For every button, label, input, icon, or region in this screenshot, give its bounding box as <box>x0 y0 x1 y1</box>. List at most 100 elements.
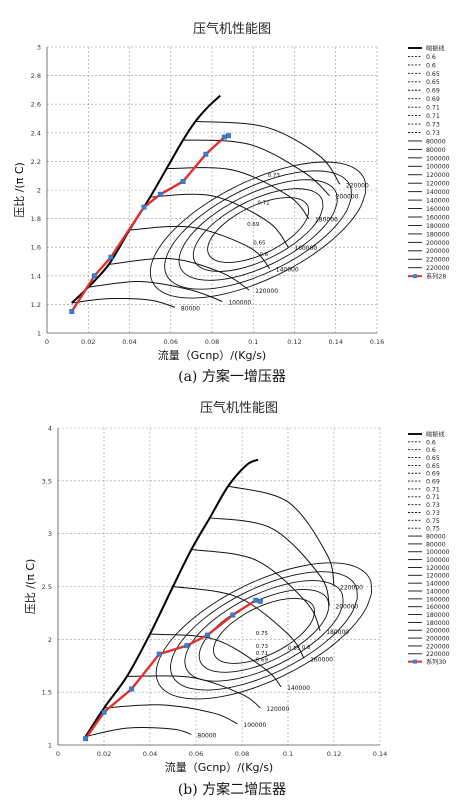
legend-marker <box>413 659 417 664</box>
legend-label: 0.75 <box>426 526 440 533</box>
legend-label: 0.71 <box>426 113 440 120</box>
grid <box>47 46 378 333</box>
speed-line-label: 120000 <box>266 706 289 713</box>
x-tick-label: 0 <box>45 338 49 346</box>
x-tick-label: 0.06 <box>189 750 203 758</box>
speed-line-label: 100000 <box>228 300 251 307</box>
speed-line <box>108 257 250 291</box>
chart-title: 压气机性能图 <box>193 21 271 37</box>
legend-label: 0.71 <box>426 486 440 493</box>
speed-line-label: 220000 <box>346 182 369 189</box>
series-point <box>83 736 89 742</box>
speed-line-label: 200000 <box>336 194 359 201</box>
y-tick-label: 3 <box>48 530 52 538</box>
chart-a: 压气机性能图 0 0.02 0.04 0.06 0.08 0.1 0.12 0.14 0.16 1 1… <box>13 21 450 362</box>
y-axis-label: 压比 /(π C) <box>13 162 26 218</box>
efficiency-label: 0.71 <box>257 200 269 206</box>
legend-label: 200000 <box>426 628 450 635</box>
x-tick-label: 0.06 <box>164 338 178 346</box>
series-point <box>91 273 97 279</box>
efficiency-label: 0.73 <box>268 173 281 179</box>
series-point <box>156 651 162 657</box>
efficiency-label: 0.65 <box>288 646 301 652</box>
legend-label: 喘振线 <box>426 44 445 52</box>
caption-a: (a) 方案一增压器 <box>178 369 286 385</box>
series-point <box>129 686 135 692</box>
speed-line-label: 220000 <box>340 585 363 592</box>
legend-label: 200000 <box>426 248 450 255</box>
x-tick-label: 0.16 <box>370 338 384 346</box>
legend-label: 0.75 <box>426 518 440 525</box>
x-tick-label: 0.14 <box>373 750 387 758</box>
efficiency-label: 0.65 <box>253 240 266 246</box>
legend-label: 0.69 <box>426 479 440 486</box>
legend-label: 0.65 <box>426 79 440 86</box>
legend-label: 100000 <box>426 164 450 171</box>
legend-label: 80000 <box>426 138 446 145</box>
series-point <box>203 151 209 157</box>
speed-line-label: 140000 <box>287 685 310 692</box>
legend-label: 0.6 <box>426 447 436 454</box>
legend-label: 0.73 <box>426 121 440 128</box>
efficiency-contour <box>198 589 330 673</box>
efficiency-contour <box>207 197 310 264</box>
legend-label: 系列28 <box>426 273 446 281</box>
efficiency-label: 0.69 <box>256 658 269 664</box>
legend-label: 喘振线 <box>426 430 445 438</box>
efficiency-contour <box>170 571 358 691</box>
chart-title: 压气机性能图 <box>200 400 278 416</box>
speed-line-label: 80000 <box>197 732 216 739</box>
legend-label: 0.73 <box>426 130 440 137</box>
legend-label: 80000 <box>426 541 446 548</box>
y-tick-label: 4 <box>48 425 52 433</box>
legend-marker <box>413 274 417 279</box>
x-tick-label: 0.1 <box>283 750 293 758</box>
legend-label: 0.6 <box>426 62 436 69</box>
legend-label: 140000 <box>426 581 450 588</box>
legend-label: 180000 <box>426 223 450 230</box>
legend: 喘振线0.60.60.650.650.690.690.710.710.730.7… <box>408 430 450 666</box>
legend-label: 160000 <box>426 596 450 603</box>
x-axis-label: 流量（Gcnp）/(Kg/s) <box>165 760 273 774</box>
x-tick-label: 0.12 <box>327 750 341 758</box>
legend-label: 220000 <box>426 257 450 264</box>
efficiency-contour <box>184 580 344 682</box>
speed-line-label: 160000 <box>294 245 317 252</box>
efficiency-contour <box>164 170 352 290</box>
legend-label: 120000 <box>426 565 450 572</box>
x-tick-label: 0.04 <box>143 750 157 758</box>
speed-line <box>126 675 261 709</box>
y-tick-label: 1.8 <box>31 215 41 223</box>
speed-line <box>191 549 321 632</box>
speed-line <box>209 517 330 606</box>
x-tick-label: 0.04 <box>122 338 136 346</box>
legend-label: 140000 <box>426 198 450 205</box>
y-tick-label: 2.6 <box>31 101 41 109</box>
y-tick-label: 2.5 <box>42 583 52 591</box>
series-point <box>184 643 190 649</box>
y-tick-label: 3.5 <box>42 477 52 485</box>
legend-label: 200000 <box>426 240 450 247</box>
y-tick-label: 1.4 <box>31 272 41 280</box>
caption-b: (b) 方案二增压器 <box>177 782 287 798</box>
efficiency-contour <box>155 562 373 700</box>
legend-label: 0.6 <box>426 54 436 61</box>
x-tick-label: 0 <box>56 750 60 758</box>
legend-label: 0.65 <box>426 455 440 462</box>
series-point <box>141 204 147 210</box>
surge-line <box>84 458 259 738</box>
x-axis-label: 流量（Gcnp）/(Kg/s) <box>158 348 266 362</box>
efficiency-label: 0.75 <box>256 631 269 637</box>
legend-label: 180000 <box>426 612 450 619</box>
y-tick-label: 1.2 <box>31 301 41 309</box>
series-point <box>226 133 231 139</box>
legend-label: 0.73 <box>426 502 440 509</box>
legend-label: 180000 <box>426 620 450 627</box>
legend-label: 160000 <box>426 604 450 611</box>
legend-label: 220000 <box>426 265 450 272</box>
legend-label: 100000 <box>426 557 450 564</box>
speed-line <box>228 485 335 587</box>
series-point <box>230 612 236 618</box>
